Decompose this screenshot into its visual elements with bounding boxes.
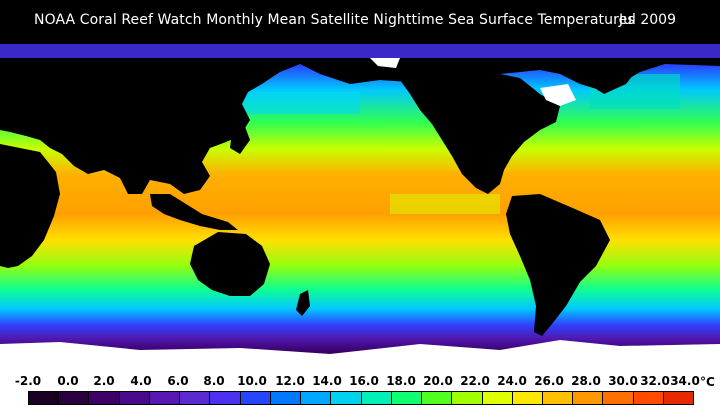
legend-swatch <box>452 392 483 404</box>
legend-tick-label: 4.0 <box>130 374 152 388</box>
legend-swatch <box>180 392 211 404</box>
legend-tick-label: 0.0 <box>57 374 79 388</box>
legend-tick-label: 16.0 <box>349 374 379 388</box>
legend-tick-label: 12.0 <box>275 374 305 388</box>
arctic-ice-west <box>370 58 400 68</box>
legend-tick-label: 32.0 <box>640 374 670 388</box>
legend-swatch <box>210 392 241 404</box>
legend-swatch <box>29 392 60 404</box>
antarctica-land <box>0 362 720 371</box>
legend-swatch <box>361 392 392 404</box>
legend-tick-label: 28.0 <box>571 374 601 388</box>
map-date: Jul 2009 <box>619 12 676 28</box>
legend-swatch <box>301 392 332 404</box>
legend-swatch <box>89 392 120 404</box>
legend-tick-label: 24.0 <box>497 374 527 388</box>
south-america-land <box>506 194 610 336</box>
greenland-land <box>572 60 640 94</box>
africa-land <box>0 144 60 268</box>
legend-swatch <box>542 392 574 404</box>
legend-swatch <box>149 392 181 404</box>
legend-tick-label: 26.0 <box>534 374 564 388</box>
legend-tick-label: 6.0 <box>167 374 189 388</box>
legend-tick-label: 18.0 <box>386 374 416 388</box>
eurasia-land <box>0 58 720 194</box>
legend-swatch <box>240 392 271 404</box>
legend-swatch <box>482 392 513 404</box>
legend-swatch <box>663 392 694 404</box>
map-title: NOAA Coral Reef Watch Monthly Mean Satel… <box>34 12 635 28</box>
australia-land <box>190 232 270 296</box>
legend-tick-label: 22.0 <box>460 374 490 388</box>
legend-tick-label: 2.0 <box>93 374 115 388</box>
land-masses <box>0 58 720 336</box>
north-america-land <box>395 62 560 194</box>
hudson-bay-ice <box>540 84 576 106</box>
legend-tick-label: 20.0 <box>423 374 453 388</box>
maritime-asia-islands <box>150 194 238 230</box>
legend-swatch <box>512 392 543 404</box>
legend-tick-label: -2.0 <box>14 374 42 388</box>
legend-swatch <box>603 392 634 404</box>
arctic-top-band <box>0 44 720 58</box>
legend-swatch <box>422 392 453 404</box>
title-bar: NOAA Coral Reef Watch Monthly Mean Satel… <box>0 0 720 44</box>
legend-tick-label: 34.0 <box>670 374 700 388</box>
legend-swatch <box>391 392 423 404</box>
legend-color-bar <box>28 391 694 405</box>
east-pacific-cold-tongue <box>390 194 500 214</box>
legend-swatch <box>59 392 90 404</box>
legend-tick-labels: -2.0 0.0 2.0 4.0 6.0 8.0 10.0 12.0 14.0 … <box>0 374 720 390</box>
legend-swatch <box>331 392 362 404</box>
legend-unit: °C <box>700 375 715 389</box>
legend-tick-label: 10.0 <box>237 374 267 388</box>
legend-swatch <box>270 392 302 404</box>
legend-swatch <box>633 392 664 404</box>
legend-tick-label: 14.0 <box>312 374 342 388</box>
sst-world-map <box>0 44 720 371</box>
north-pacific-cold-patch <box>230 92 360 114</box>
new-zealand-land <box>296 290 310 316</box>
legend-swatch <box>573 392 604 404</box>
legend-tick-label: 30.0 <box>608 374 638 388</box>
japan-land <box>230 124 250 154</box>
legend-swatch <box>119 392 150 404</box>
temperature-legend: -2.0 0.0 2.0 4.0 6.0 8.0 10.0 12.0 14.0 … <box>0 371 720 411</box>
legend-tick-label: 8.0 <box>203 374 225 388</box>
